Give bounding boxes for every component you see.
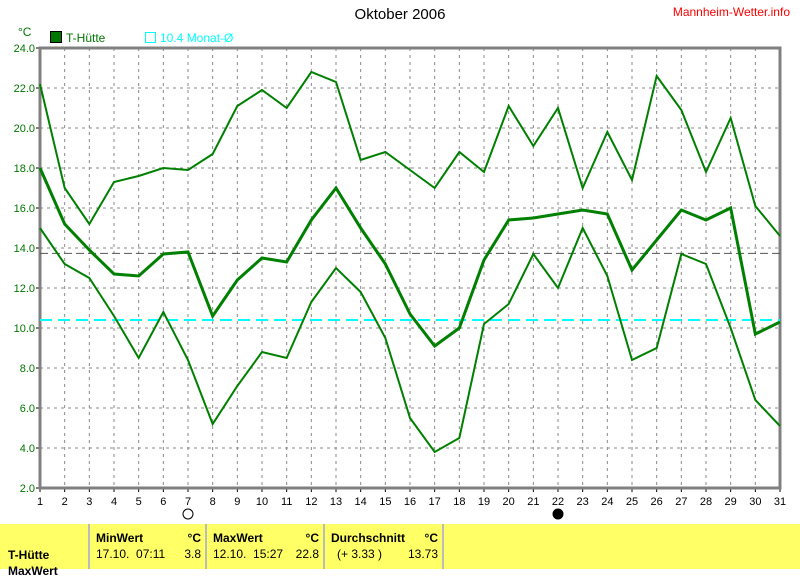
y-tick-label: 18.0 xyxy=(14,163,35,175)
legend-mean: 10.4 Monat-Ø xyxy=(145,31,233,45)
y-tick-label: 8.0 xyxy=(20,363,35,375)
series-max-line xyxy=(39,70,781,237)
y-tick-label: 16.0 xyxy=(14,203,35,215)
legend-mean-label: 10.4 Monat-Ø xyxy=(160,31,234,45)
x-tick-label: 12 xyxy=(305,496,317,508)
legend-series: T-Hütte xyxy=(50,31,105,45)
stats-table: T-Hütte MaxWert MinWert °C 17.10. 07:11 … xyxy=(0,524,800,578)
y-tick-label: 20.0 xyxy=(14,123,35,135)
series-mean-line xyxy=(38,167,781,349)
x-tick-label: 14 xyxy=(355,496,367,508)
y-tick-label: 14.0 xyxy=(14,243,35,255)
plot-frame xyxy=(38,46,782,490)
legend-swatch-mean xyxy=(145,32,156,43)
x-tick-label: 3 xyxy=(86,496,92,508)
y-tick-label: 4.0 xyxy=(20,443,35,455)
x-tick-label: 20 xyxy=(503,496,515,508)
x-tick-label: 4 xyxy=(111,496,117,508)
x-tick-label: 24 xyxy=(601,496,613,508)
x-tick-label: 6 xyxy=(160,496,166,508)
avg-deviation: (+ 3.33 ) xyxy=(337,547,383,561)
y-unit: °C xyxy=(18,25,32,39)
x-tick-label: 25 xyxy=(626,496,638,508)
y-tick-label: 24.0 xyxy=(14,43,35,55)
x-tick-label: 21 xyxy=(527,496,539,508)
x-tick-label: 2 xyxy=(62,496,68,508)
row-label: T-Hütte xyxy=(8,548,50,562)
x-tick-label: 27 xyxy=(675,496,687,508)
row2-label: MaxWert xyxy=(8,564,58,578)
legend-swatch xyxy=(50,31,62,43)
chart-title: Oktober 2006 xyxy=(354,6,446,23)
x-tick-label: 15 xyxy=(379,496,391,508)
x-tick-label: 8 xyxy=(210,496,216,508)
x-tick-label: 5 xyxy=(136,496,142,508)
max-header: MaxWert xyxy=(213,531,263,545)
x-tick-label: 1 xyxy=(37,496,43,508)
avg-unit: °C xyxy=(424,531,438,545)
x-tick-label: 17 xyxy=(429,496,441,508)
y-tick-label: 2.0 xyxy=(20,483,35,495)
x-tick-label: 23 xyxy=(577,496,589,508)
x-tick-label: 18 xyxy=(453,496,465,508)
y-tick-label: 10.0 xyxy=(14,323,35,335)
min-unit: °C xyxy=(187,531,201,545)
avg-value: 13.73 xyxy=(407,547,438,561)
x-tick-label: 26 xyxy=(651,496,663,508)
x-tick-label: 10 xyxy=(256,496,268,508)
y-tick-label: 12.0 xyxy=(14,283,35,295)
new-moon-icon xyxy=(552,508,564,520)
x-tick-label: 29 xyxy=(725,496,737,508)
max-datetime: 12.10. 15:27 xyxy=(213,547,284,561)
x-tick-label: 9 xyxy=(234,496,240,508)
x-tick-label: 28 xyxy=(700,496,712,508)
x-tick-label: 31 xyxy=(774,496,786,508)
x-tick-label: 11 xyxy=(281,496,292,508)
max-unit: °C xyxy=(305,531,319,545)
max-value: 22.8 xyxy=(295,547,319,561)
y-tick-label: 6.0 xyxy=(20,403,35,415)
y-tick-label: 22.0 xyxy=(14,83,35,95)
x-tick-label: 22 xyxy=(552,496,564,508)
x-tick-label: 7 xyxy=(185,496,191,508)
x-tick-label: 30 xyxy=(749,496,761,508)
chart: 2.0 4.0 6.0 8.0 10.0 12.0 14.0 16.0 18.0 20.0 22.0… xyxy=(14,43,786,520)
full-moon-icon xyxy=(182,508,194,520)
x-tick-label: 13 xyxy=(330,496,342,508)
x-tick-label: 16 xyxy=(404,496,416,508)
x-tick-label: 19 xyxy=(478,496,490,508)
brand-link[interactable]: Mannheim-Wetter.info xyxy=(672,5,790,19)
series-min-line xyxy=(39,225,781,454)
legend-series-label: T-Hütte xyxy=(66,31,106,45)
min-datetime: 17.10. 07:11 xyxy=(96,547,166,561)
min-value: 3.8 xyxy=(184,547,201,561)
avg-header: Durchschnitt xyxy=(331,531,406,545)
min-header: MinWert xyxy=(96,531,144,545)
